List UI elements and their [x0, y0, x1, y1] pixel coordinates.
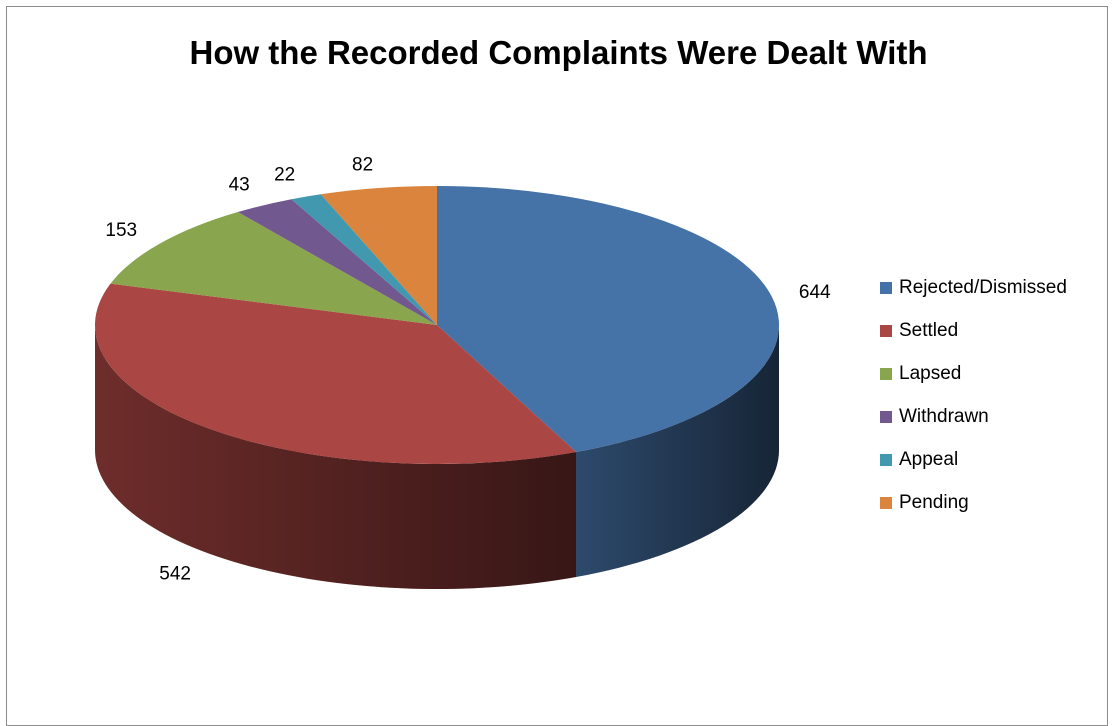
legend-label: Lapsed: [899, 362, 962, 384]
pie-chart: 644 542 153 43 22 82: [95, 154, 831, 589]
legend-label: Settled: [899, 319, 959, 341]
legend-swatch: [880, 324, 892, 337]
data-label-lapsed: 153: [105, 220, 137, 241]
legend-swatch: [880, 281, 892, 294]
legend-item-withdrawn: Withdrawn: [880, 395, 1067, 438]
chart-legend: Rejected/Dismissed Settled Lapsed Withdrawn…: [880, 266, 1067, 524]
pie-slice-withdrawn: [237, 199, 437, 325]
legend-item-lapsed: Lapsed: [880, 352, 1067, 395]
pie-slice-lapsed: [110, 211, 438, 325]
data-label-settled: 542: [159, 564, 191, 585]
legend-item-settled: Settled: [880, 309, 1067, 352]
legend-item-pending: Pending: [880, 481, 1067, 524]
legend-label: Withdrawn: [899, 405, 989, 427]
data-label-pending: 82: [352, 154, 373, 175]
pie-slice-appeal: [291, 194, 437, 325]
legend-item-appeal: Appeal: [880, 438, 1067, 481]
pie-side-shade-settled: [95, 325, 577, 589]
legend-swatch: [880, 453, 892, 466]
legend-item-rejected-dismissed: Rejected/Dismissed: [880, 266, 1067, 309]
legend-label: Pending: [899, 491, 969, 513]
legend-swatch: [880, 496, 892, 509]
legend-label: Rejected/Dismissed: [899, 276, 1067, 298]
pie-side-shade-rejected-dismissed: [576, 325, 779, 577]
legend-swatch: [880, 367, 892, 380]
pie-slice-rejected-dismissed: [437, 186, 779, 452]
chart-title: How the Recorded Complaints Were Dealt W…: [189, 34, 928, 71]
data-label-rejected-dismissed: 644: [799, 282, 831, 303]
data-label-withdrawn: 43: [229, 175, 250, 196]
pie-slice-pending: [320, 186, 437, 325]
pie-slice-settled: [95, 283, 577, 464]
legend-swatch: [880, 410, 892, 423]
data-label-appeal: 22: [274, 165, 295, 186]
legend-label: Appeal: [899, 448, 959, 470]
